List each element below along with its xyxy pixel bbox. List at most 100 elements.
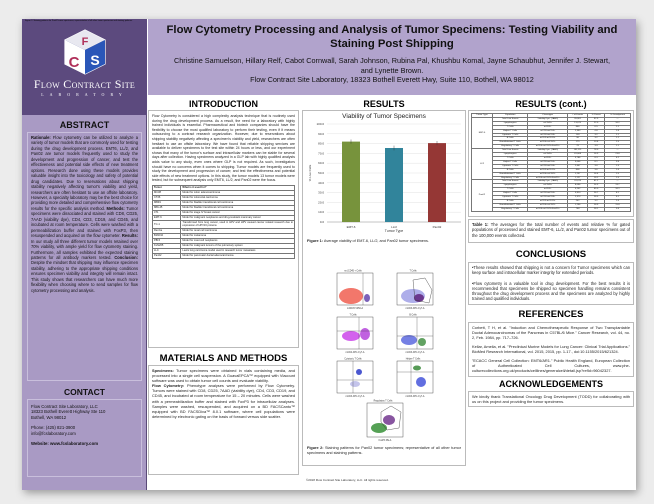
svg-text:mCD3 APC-Cy7-A: mCD3 APC-Cy7-A: [406, 351, 425, 354]
table-row: Pan02 Model for pancreatic ductal adenoca…: [151, 252, 295, 259]
viability-bar-chart: Viability of Tumor Specimens 100.0 90.0 80…: [305, 113, 463, 265]
svg-text:mCD4 APC-Cy7-A: mCD4 APC-Cy7-A: [346, 351, 365, 354]
contact-address1: 18323 Bothell Everett Highway Ste 110: [31, 409, 106, 415]
copyright: ©2018 Flow Contract Site Laboratory, LLC…: [306, 478, 389, 482]
methods-title: MATERIALS AND METHODS: [159, 353, 288, 364]
left-column: Figure 2: Staining patterns for Pan02 tu…: [22, 19, 147, 490]
cell: mCD4+mCD25+FoxP3+: [527, 206, 569, 212]
introduction-text: Flow Cytometry is considered a high comp…: [152, 114, 295, 183]
results-column: RESULTS Viability of Tumor Specimens 100…: [302, 99, 466, 466]
svg-text:Cytotoxic T Cells: Cytotoxic T Cells: [344, 358, 362, 361]
abstract-title: ABSTRACT: [59, 120, 110, 130]
figure1-caption-text: Average viability of EMT-6, LL/2, and Pa…: [323, 239, 429, 243]
table-header: What is it used for?: [182, 186, 207, 190]
reference-item: Corbett, T H, et al. "Induction and Chem…: [472, 324, 630, 340]
abstract-conclusion-label: Conclusion:: [114, 254, 138, 260]
affiliation: Flow Contract Site Laboratory, 18323 Bot…: [250, 75, 534, 84]
contact-phone: Phone: (425) 821-3900: [31, 425, 76, 431]
plot-cytotoxic: Cytotoxic T Cells mCD3 APC-Cy7-A: [336, 358, 374, 398]
cell: 28.1: [587, 206, 606, 212]
svg-text:Helper T Cells: Helper T Cells: [406, 358, 421, 361]
svg-text:Pan02: Pan02: [433, 225, 442, 229]
cell: Model for pancreatic ductal adenocarcino…: [180, 252, 295, 259]
poster-authors: Christine Samuelson, Hillary Relf, Cabot…: [148, 56, 636, 85]
table-caption-label: Table 1:: [472, 222, 489, 227]
tiny-caption: Figure 2: Staining patterns for Pan02 tu…: [25, 20, 133, 22]
svg-text:mCD3 APC-Cy7-A: mCD3 APC-Cy7-A: [346, 395, 365, 398]
plot-t-cells: T Cells mCD3 APC-Cy7-A: [396, 271, 434, 310]
table-header: Tumor: [154, 186, 162, 190]
methods-flow-label: Flow Cytometry:: [152, 383, 185, 389]
table-row: TC-1 Transformed from lung cancer, used i…: [151, 219, 295, 229]
references-title: REFERENCES: [518, 308, 584, 320]
cell: TC-1: [151, 219, 182, 229]
contact-title: CONTACT: [64, 387, 105, 397]
abstract-results: In our study all three different tumor m…: [31, 238, 138, 260]
svg-text:LL/2: LL/2: [391, 225, 397, 229]
conclusion-point-2: •Flow cytometry is a valuable tool in dr…: [472, 280, 630, 302]
acknowledgements-title: ACKNOWLEDGEMENTS: [499, 378, 603, 389]
svg-text:50.0: 50.0: [318, 171, 324, 175]
reference-item: "ECACC General Cell Collection: EMT6/AR1…: [472, 358, 630, 374]
svg-text:60.0: 60.0: [318, 161, 324, 165]
contact-org: Flow Contract Site Laboratory, LLC: [31, 404, 98, 409]
tumor-group-cell: EMT-6: [471, 116, 493, 150]
results-cont-title: RESULTS (cont.): [515, 99, 587, 109]
acknowledgements-box: We kindly thank Translational Oncology D…: [468, 390, 634, 407]
svg-text:mCD3 APC-Cy7-A: mCD3 APC-Cy7-A: [406, 395, 425, 398]
svg-text:FoxP3 PE-A: FoxP3 PE-A: [379, 439, 392, 442]
methods-specimens-label: Specimens:: [152, 368, 174, 373]
svg-text:B Cells: B Cells: [409, 315, 417, 317]
cell: 5.8: [604, 206, 631, 212]
plot-regulatory: Regulatory T Cells FoxP3 PE-A: [366, 400, 404, 442]
contact-email[interactable]: info@fcslaboratory.com: [31, 430, 76, 436]
plot-activated: T Cells mCD4 APC-Cy7-A: [336, 315, 374, 354]
cell: Regulatory T Cells: [491, 206, 529, 212]
figure1-label: Figure 1:: [307, 239, 324, 243]
methods-specimens: Tumor specimens were obtained in vials c…: [152, 368, 295, 384]
svg-text:C: C: [69, 54, 80, 71]
svg-text:0.0: 0.0: [320, 220, 325, 224]
contact-website[interactable]: Website: www.fcslaboratory.com: [31, 441, 99, 447]
reference-item: Kellar, Amelia, et al. "Preclinical Muri…: [472, 344, 630, 355]
results-box: Viability of Tumor Specimens 100.0 90.0 80…: [302, 110, 466, 466]
results-cont-column: RESULTS (cont.) Tumor Type Population Phen…: [468, 99, 634, 407]
introduction-column: INTRODUCTION Flow Cytometry is considere…: [148, 99, 299, 475]
svg-text:70.0: 70.0: [318, 151, 324, 155]
logo-name: Flow Contract Site: [33, 77, 136, 91]
figure2-caption: Figure 2: Staining patterns for Pan02 tu…: [305, 446, 463, 456]
table-row: Regulatory T Cells mCD4+mCD25+FoxP3+ 1,127…: [472, 175, 631, 181]
results-title: RESULTS: [363, 99, 405, 109]
results-table-box: Tumor Type Population Phenotype # of Events…: [468, 110, 634, 217]
tumor-group-cell: LL/2: [471, 148, 493, 181]
poster-header: Flow Cytometry Processing and Analysis o…: [148, 19, 636, 95]
conclusions-box: •These results showed that shipping is n…: [468, 262, 634, 305]
plot-helper: Helper T Cells mCD3 APC-Cy7-A: [396, 358, 434, 398]
svg-text:90.0: 90.0: [318, 132, 324, 136]
table-caption: The averages for the total number of eve…: [472, 222, 630, 238]
chart-title: Viability of Tumor Specimens: [342, 113, 426, 120]
logo-subtitle: LABORATORY: [41, 92, 128, 97]
conclusions-title: CONCLUSIONS: [515, 249, 587, 260]
cell: 788: [567, 206, 589, 212]
fcs-cube-logo-icon: F C S: [64, 29, 106, 75]
svg-text:T Cells: T Cells: [349, 315, 357, 317]
abstract-rationale: Flow cytometry can be utilized to analyz…: [31, 135, 138, 211]
logo-area: Figure 2: Staining patterns for Pan02 tu…: [22, 19, 147, 115]
methods-flow: Phenotype analyses were performed by Flo…: [152, 383, 295, 419]
cell: Pan02: [151, 252, 182, 259]
svg-text:mCD45 V450-A: mCD45 V450-A: [347, 307, 364, 310]
plot-b-cells: B Cells mCD3 APC-Cy7-A: [396, 315, 434, 354]
svg-text:100.0: 100.0: [316, 122, 324, 126]
svg-text:mCD3 APC-Cy7-A: mCD3 APC-Cy7-A: [406, 307, 425, 310]
references-box: Corbett, T H, et al. "Induction and Chem…: [468, 321, 634, 377]
svg-text:% Live Cells: % Live Cells: [308, 164, 312, 181]
figure2-caption-text: Staining patterns for Pan02 tumor specim…: [307, 446, 461, 455]
svg-text:10.0: 10.0: [318, 210, 324, 214]
contact-box: Flow Contract Site Laboratory, LLC 18323 …: [27, 399, 142, 477]
flow-plots-figure: ss (CD45 + Cells mCD45 V450-A T Cells: [336, 271, 434, 442]
abstract-results-label: Results:: [121, 233, 138, 239]
abstract-methods-label: Methods:: [106, 205, 125, 211]
figure2-label: Figure 2:: [307, 446, 324, 450]
abstract-rationale-label: Rationale:: [31, 135, 51, 140]
